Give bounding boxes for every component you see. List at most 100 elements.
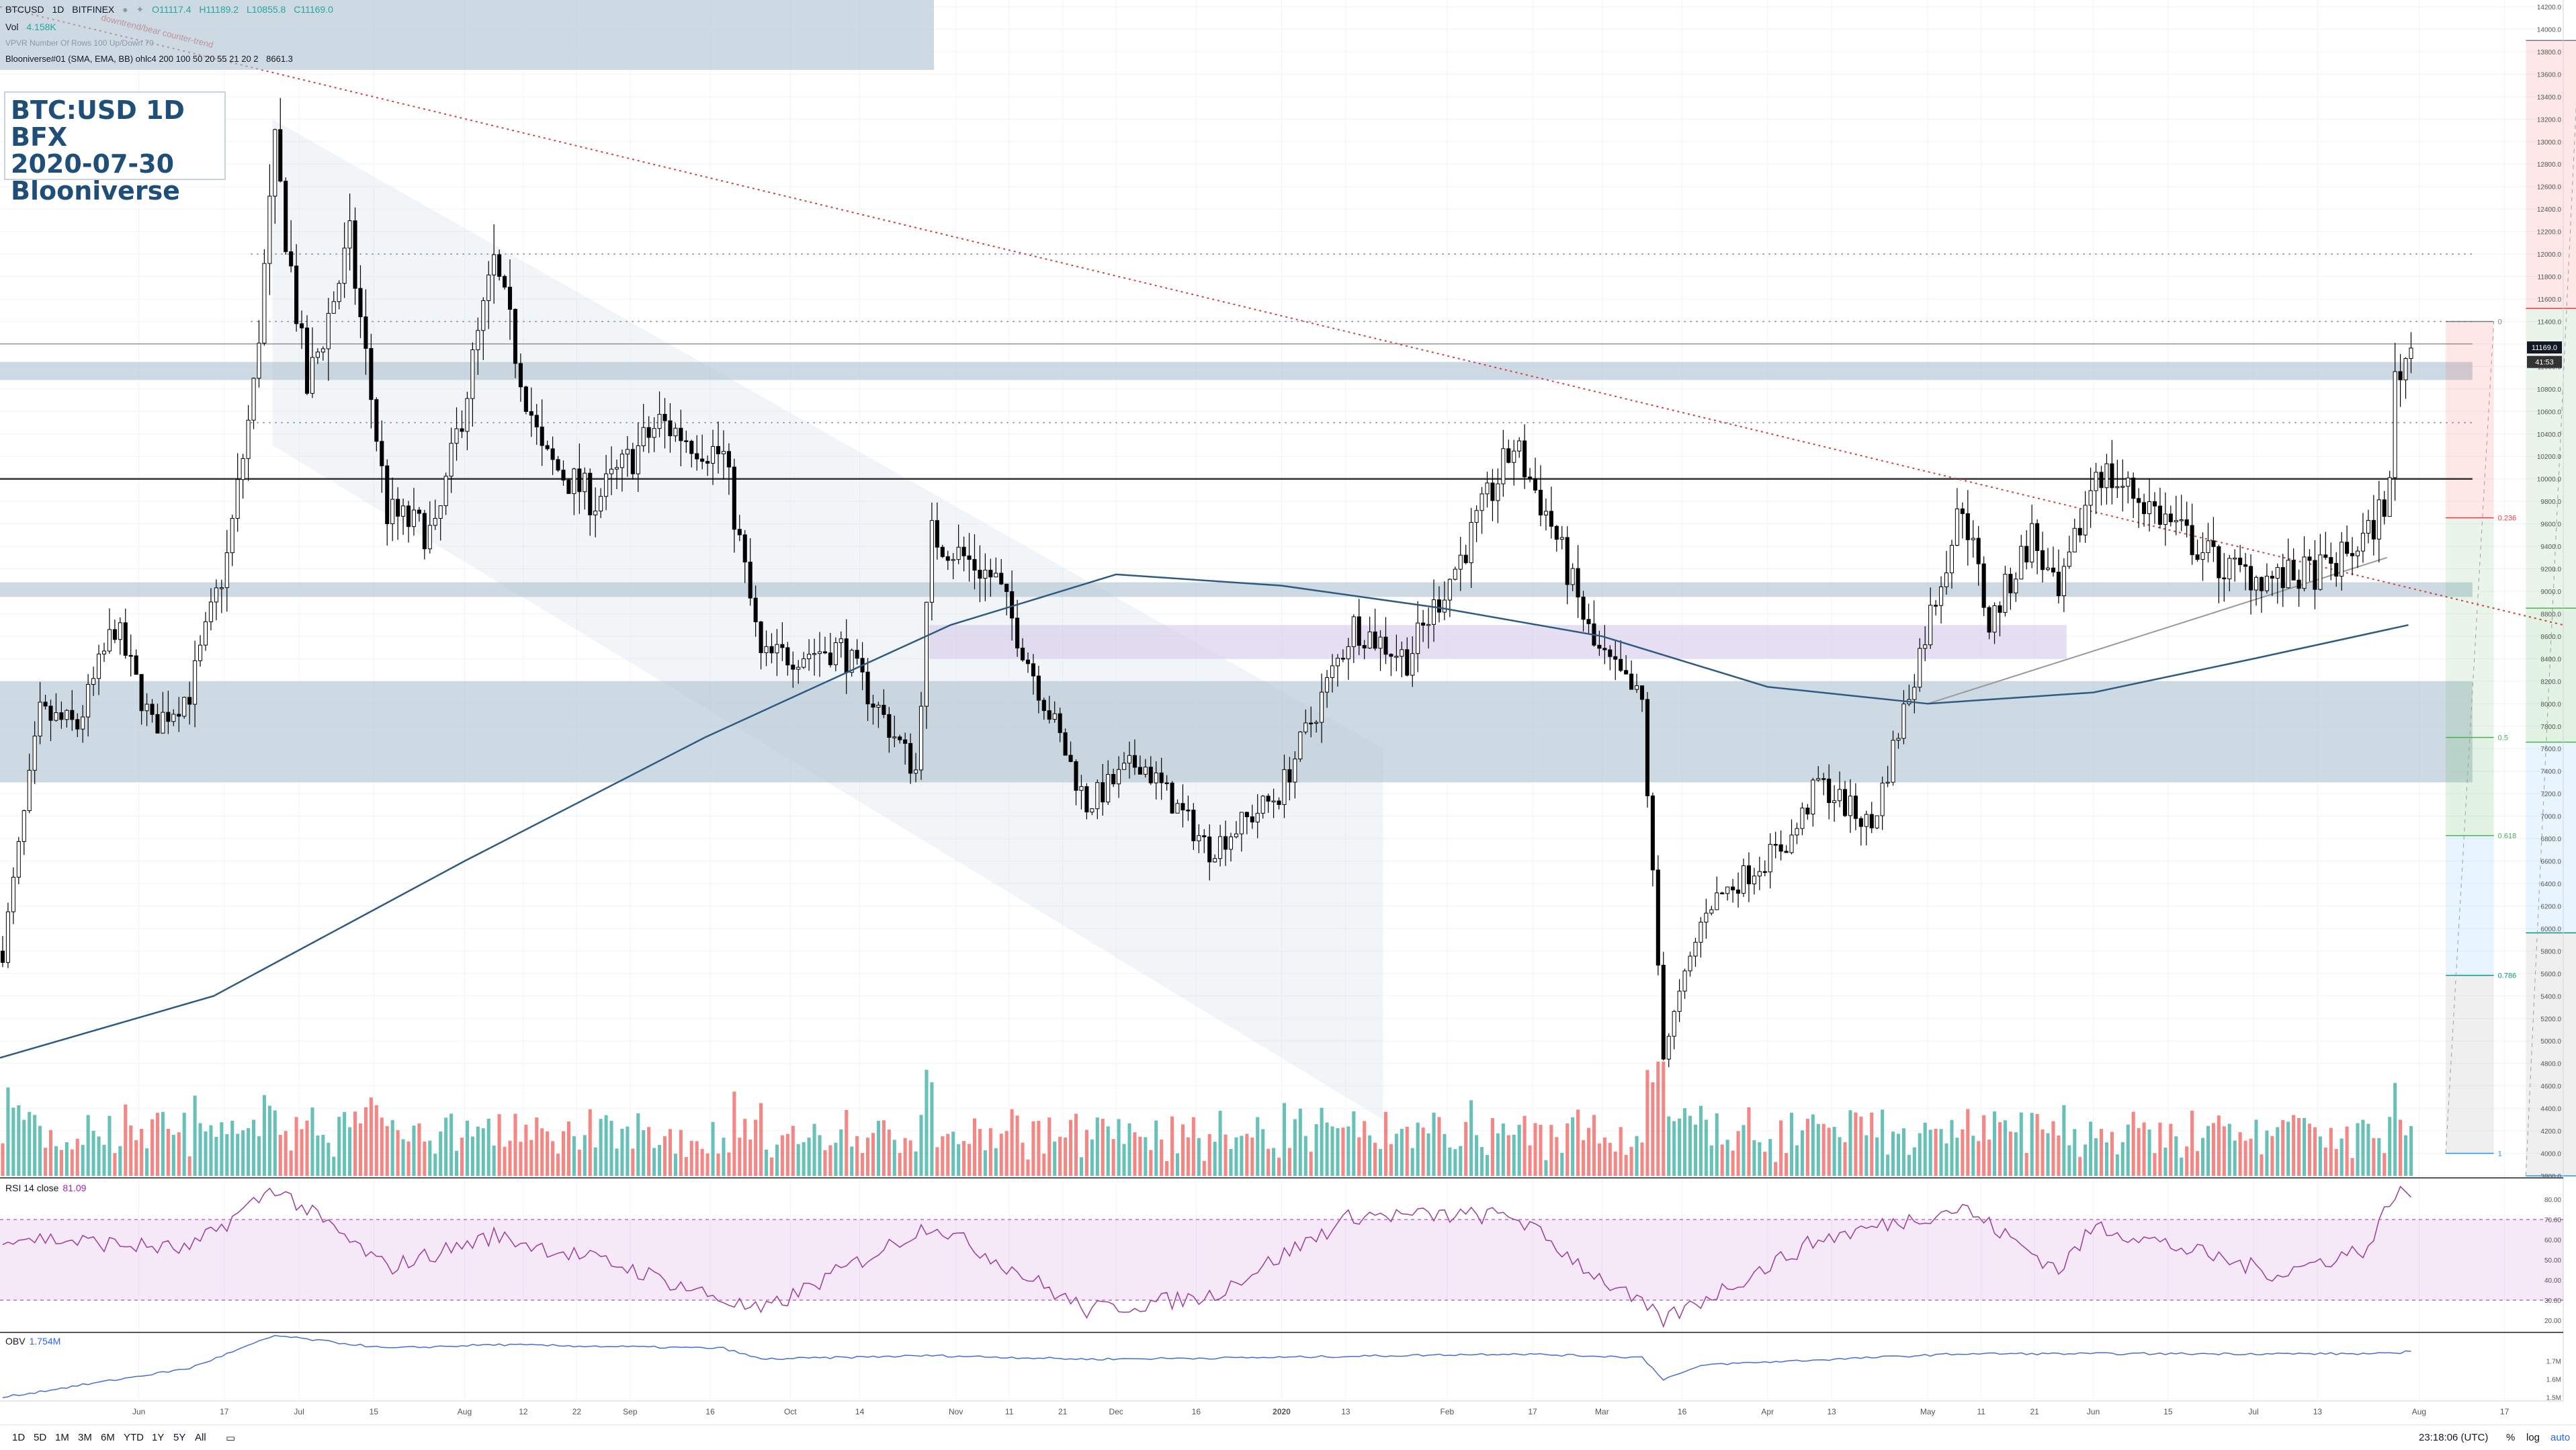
candle-body [70,710,75,720]
volume-bar [1709,1145,1713,1176]
volume-bar [1768,1139,1772,1176]
rsi-pane-label[interactable]: RSI 14 close 81.09 [5,1183,86,1193]
volume-bar [1501,1123,1505,1176]
volume-bar [1966,1109,1970,1176]
auto-toggle[interactable]: auto [2550,1432,2571,1443]
timeframe-3m[interactable]: 3M [78,1432,92,1443]
timeframe-1m[interactable]: 1M [55,1432,69,1443]
volume-bar [1069,1119,1073,1176]
candle-body [599,496,603,512]
candle-body [1373,631,1377,649]
candle-body [1666,1035,1671,1060]
time-axis-label: Oct [784,1407,797,1416]
timeframe-ytd[interactable]: YTD [124,1432,144,1443]
timeframe-5y[interactable]: 5Y [173,1432,186,1443]
utc-clock[interactable]: 23:18:06 (UTC) [2419,1432,2489,1443]
rsi-axis-label: 60.00 [2544,1237,2561,1244]
volume-bar [2318,1136,2322,1176]
volume-bar [209,1125,213,1176]
candle-body [1282,769,1287,805]
obv-pane-label[interactable]: OBV 1.754M [5,1336,60,1347]
time-axis-label: May [1920,1407,1936,1416]
candle-body [887,714,892,738]
candle-body [2077,527,2082,536]
candle-body [1528,476,1533,479]
volume-bar [1240,1136,1244,1176]
volume-bar [449,1113,454,1176]
timeframe-1d[interactable]: 1D [12,1432,26,1443]
candle-body [929,520,934,603]
volume-bar [1720,1144,1724,1176]
vpvr-row[interactable]: VPVR Number Of Rows 100 Up/Down 70 [5,38,159,48]
settings-icon[interactable]: ✦ [136,4,144,15]
support-zone [929,625,2067,659]
rsi-axis-label: 20.00 [2544,1318,2561,1325]
volume-bar [566,1121,570,1176]
volume-bar [497,1114,501,1176]
volume-bar [423,1141,427,1176]
candle-body [1117,769,1121,785]
volume-bar [145,1148,149,1176]
candle-body [924,601,929,707]
candle-body [1490,482,1495,501]
candle-body [2366,519,2370,534]
volume-bar [327,1142,331,1176]
price-tag-label: 41:53 [2535,359,2554,367]
candle-body [96,653,101,679]
candle-body [54,712,58,721]
percent-toggle[interactable]: % [2506,1432,2516,1443]
candle-body [1298,731,1303,760]
rsi-axis-label: 40.00 [2544,1277,2561,1285]
candle-body [1762,871,1767,873]
candle-body [1778,844,1783,852]
candle-body [1864,814,1869,827]
timeframe-5d[interactable]: 5D [34,1432,47,1443]
price-axis-label: 11800.0 [2538,274,2562,282]
interval[interactable]: 1D [52,4,65,15]
candle-body [1154,772,1158,783]
candle-body [16,841,21,878]
volume-bar [1838,1137,1842,1176]
volume-bar [732,1091,736,1176]
candle-body [2067,552,2071,567]
date-range-icon[interactable]: ▭ [226,1433,236,1444]
candle-body [1736,889,1741,894]
candle-body [2126,477,2131,487]
indicator-row[interactable]: Blooniverse#01 (SMA, EMA, BB) ohlc4 200 … [5,54,298,64]
price-axis-label: 10600.0 [2537,409,2562,416]
volume-bar [2345,1126,2349,1176]
price-axis-label: 13000.0 [2537,139,2562,146]
volume-bar [1582,1140,1586,1176]
candle-body [144,703,149,712]
volume-bar [177,1132,181,1176]
symbol[interactable]: BTCUSD [5,4,44,15]
volume-bar [2276,1127,2280,1176]
eye-icon[interactable]: ● [122,4,128,15]
volume-bar [1223,1134,1228,1176]
vpvr-label: VPVR Number Of Rows 100 Up/Down 70 [5,38,154,48]
candle-body [1137,767,1142,775]
log-toggle[interactable]: log [2526,1432,2540,1443]
indicator-value: 8661.3 [266,54,293,64]
timeframe-6m[interactable]: 6M [101,1432,115,1443]
time-axis-label: 21 [1058,1407,1068,1416]
candle-body [1715,892,1719,910]
candle-body [1121,763,1127,770]
timeframe-1y[interactable]: 1Y [152,1432,165,1443]
symbol-row: BTCUSD 1D BITFINEX ● ✦ O11117.4 H11189.2… [5,4,339,15]
candle-body [1127,755,1132,764]
timeframe-all[interactable]: All [195,1432,206,1443]
candle-body [1041,699,1046,712]
volume-bar [892,1140,896,1176]
candle-body [1148,767,1153,783]
volume-bar [396,1130,400,1176]
volume-row[interactable]: Vol 4.158K [5,22,62,32]
volume-bar [1469,1100,1473,1176]
volume-bar [1363,1121,1367,1176]
volume-bar [577,1149,581,1176]
volume-bar [1475,1135,1479,1176]
candle-body [1934,605,1938,607]
candle-body [1816,778,1821,781]
candle-body [507,286,513,310]
